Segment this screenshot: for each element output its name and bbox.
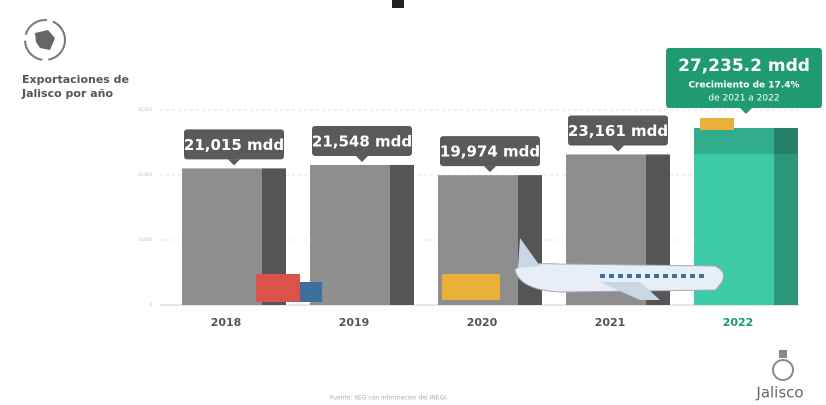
chart-title: Exportaciones de Jalisco por año [21, 73, 129, 100]
bar [310, 164, 414, 305]
top-mark [392, 0, 404, 8]
plane-window [627, 274, 632, 278]
y-tick-label: 10,000 [138, 237, 152, 242]
label-pointer [228, 159, 240, 166]
truck-cab [300, 282, 322, 302]
plane-window [618, 274, 623, 278]
plane-window [636, 274, 641, 278]
logo-text: Jalisco [755, 384, 803, 402]
label-bg [440, 136, 540, 167]
plane-window [699, 274, 704, 278]
plane-window [645, 274, 650, 278]
annotation-detail: de 2021 a 2022 [708, 94, 779, 104]
label-pointer [484, 166, 496, 173]
x-tick-label: 2019 [339, 316, 370, 329]
value-label-box: 21,015 mdd [184, 129, 284, 166]
plane-window [600, 274, 605, 278]
plane-window [681, 274, 686, 278]
label-pointer [356, 155, 368, 162]
label-bg [568, 115, 668, 146]
value-label-box: 23,161 mdd [568, 115, 668, 152]
bar-cap [694, 127, 798, 154]
x-tick-label: 2021 [595, 316, 626, 329]
decoration [256, 118, 734, 302]
label-bg [666, 48, 822, 108]
x-tick-label: 2022 [723, 316, 754, 329]
plane-window [654, 274, 659, 278]
annotation: Crecimiento de 17.4% [688, 81, 799, 91]
label-pointer [612, 145, 624, 152]
value-label: 21,548 mdd [312, 132, 412, 150]
bar-side [774, 127, 798, 306]
label-bg [312, 125, 412, 156]
label-bg [184, 129, 284, 160]
value-label: 21,015 mdd [184, 136, 284, 154]
value-label: 27,235.2 mdd [678, 56, 810, 76]
plane-window [663, 274, 668, 278]
plane-window [672, 274, 677, 278]
y-tick-label: 0 [149, 302, 152, 307]
value-label: 19,974 mdd [440, 143, 540, 161]
icon [24, 19, 66, 61]
value-label-box: 21,548 mdd [312, 125, 412, 162]
truck-container [256, 274, 300, 302]
plane-tail [518, 238, 540, 268]
source: Fuente: IIEG con información del INEGI. [330, 395, 448, 402]
y-tick-label: 30,000 [138, 107, 152, 112]
y-tick-label: 20,000 [138, 172, 152, 177]
crate [442, 274, 500, 300]
value-label: 23,161 mdd [568, 122, 668, 140]
value-label-box: 19,974 mdd [440, 136, 540, 173]
plane-window [690, 274, 695, 278]
bar-side [390, 164, 414, 305]
logo-icon [772, 350, 794, 381]
x-tick-label: 2020 [467, 316, 498, 329]
plane-window [609, 274, 614, 278]
plane-wing [600, 282, 660, 300]
label-pointer [740, 108, 752, 114]
x-tick-label: 2018 [211, 316, 242, 329]
top-boxes [700, 118, 734, 130]
